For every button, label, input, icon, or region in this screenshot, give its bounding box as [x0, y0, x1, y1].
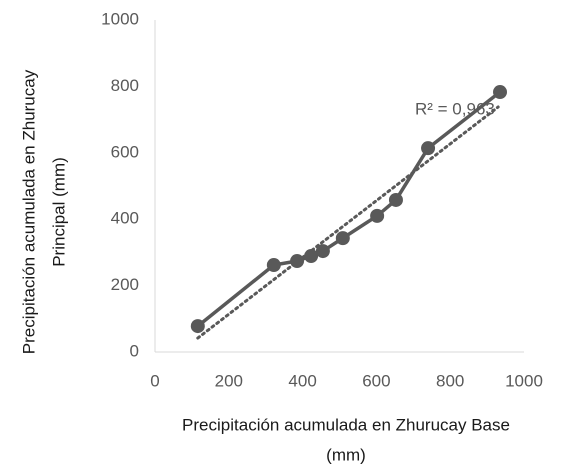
x-tick-label: 400	[288, 371, 316, 390]
marker	[266, 258, 281, 273]
x-axis-label: Precipitación acumulada en Zhurucay Base	[182, 415, 510, 434]
marker	[421, 141, 436, 156]
annotation: R² = 0,963	[415, 99, 495, 118]
y-tick-label: 800	[111, 76, 139, 95]
x-tick-label: 800	[436, 371, 464, 390]
y-tick-label: 200	[111, 275, 139, 294]
marker	[190, 319, 205, 334]
x-tick-label: 200	[215, 371, 243, 390]
marker	[388, 192, 403, 207]
trendline	[196, 105, 500, 340]
marker	[335, 231, 350, 246]
y-tick-label: 1000	[101, 9, 139, 28]
y-axis-label: Precipitación acumulada en Zhurucay	[19, 69, 38, 354]
marker	[290, 254, 305, 269]
marker	[493, 85, 508, 100]
y-tick-label: 600	[111, 142, 139, 161]
y-tick-label: 400	[111, 209, 139, 228]
y-axis-label: Principal (mm)	[49, 157, 68, 267]
marker	[370, 208, 385, 223]
marker	[315, 244, 330, 259]
series-line	[196, 90, 502, 328]
x-tick-label: 600	[362, 371, 390, 390]
x-axis-label: (mm)	[326, 445, 366, 464]
x-tick-label: 0	[150, 371, 159, 390]
x-tick-label: 1000	[505, 371, 543, 390]
marker	[304, 249, 319, 264]
y-tick-label: 0	[130, 341, 139, 360]
